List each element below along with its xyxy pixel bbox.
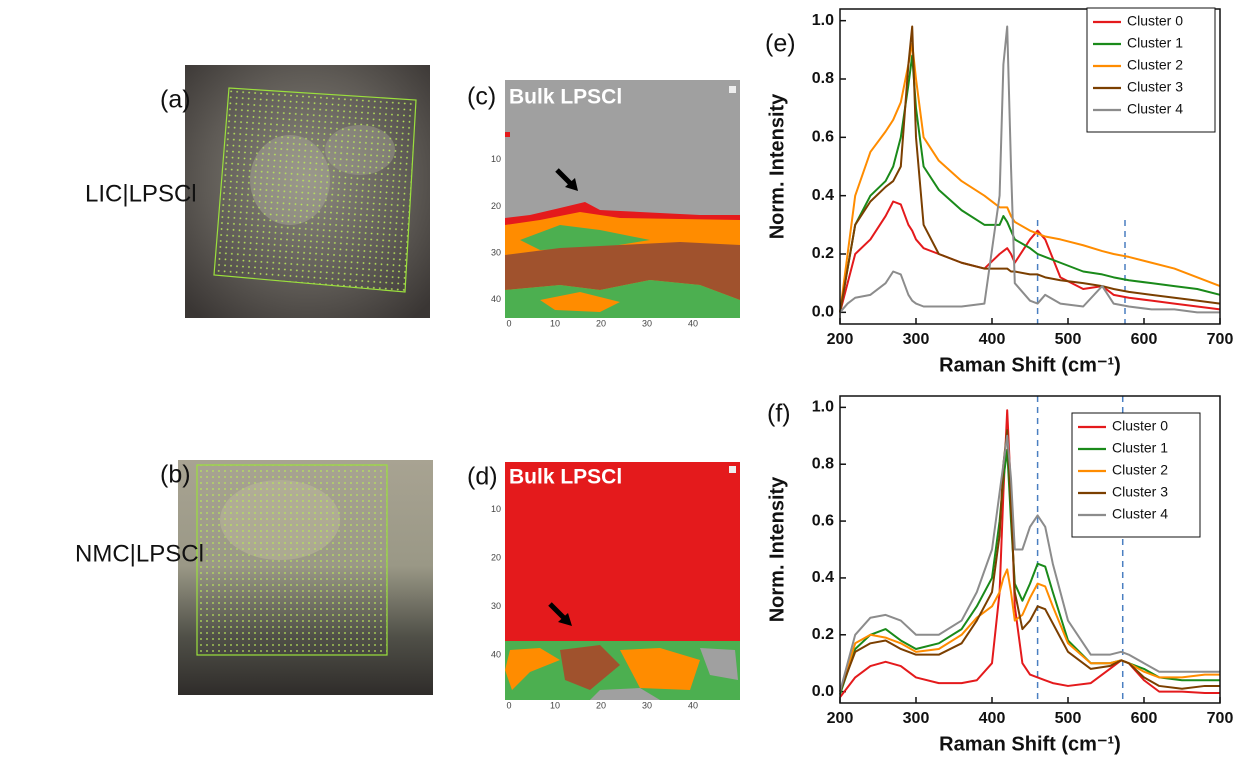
series-line — [839, 54, 1221, 313]
y-tick-label: 0.0 — [812, 683, 834, 700]
x-tick-label: 300 — [903, 710, 930, 727]
y-axis-title: Norm. Intensity — [766, 93, 788, 239]
y-tick-label: 0.6 — [812, 512, 834, 529]
sample-name: LIC|LPSCl — [85, 180, 197, 207]
map-x-tick-label: 20 — [596, 318, 606, 328]
x-tick-label: 400 — [979, 710, 1006, 727]
legend-label: Cluster 4 — [1112, 506, 1168, 522]
legend-label: Cluster 3 — [1127, 79, 1183, 95]
x-tick-label: 200 — [827, 710, 854, 727]
map-y-tick-label: 30 — [491, 247, 501, 257]
series-line — [839, 43, 1221, 313]
map-title: Bulk LPSCl — [509, 86, 622, 109]
cluster-map-c — [505, 80, 740, 318]
map-x-tick-label: 40 — [688, 700, 698, 710]
panel-label: (b) — [160, 461, 191, 489]
map-x-tick-label: 30 — [642, 700, 652, 710]
map-y-tick-label: 30 — [491, 601, 501, 611]
legend-label: Cluster 4 — [1127, 101, 1183, 117]
series-line — [839, 434, 1220, 692]
y-tick-label: 0.8 — [812, 70, 834, 87]
legend-box — [1086, 7, 1216, 133]
plot-frame — [839, 395, 1221, 704]
panel-label: (e) — [765, 30, 796, 58]
cluster-map-d — [505, 462, 740, 700]
map-x-tick-label: 20 — [596, 700, 606, 710]
x-tick-label: 500 — [1055, 331, 1082, 348]
y-tick-label: 0.0 — [812, 304, 834, 321]
map-title: Bulk LPSCl — [509, 466, 622, 489]
map-x-tick-label: 10 — [550, 700, 560, 710]
micrograph-b — [178, 460, 433, 695]
sample-name: NMC|LPSCl — [75, 540, 204, 567]
x-tick-label: 600 — [1131, 331, 1158, 348]
y-tick-label: 0.8 — [812, 455, 834, 472]
legend-label: Cluster 0 — [1112, 418, 1168, 434]
map-x-tick-label: 10 — [550, 318, 560, 328]
map-y-tick-label: 10 — [491, 504, 501, 514]
panel-label: (c) — [467, 83, 496, 111]
legend-label: Cluster 2 — [1127, 57, 1183, 73]
series-line — [839, 429, 1220, 692]
x-tick-label: 500 — [1055, 710, 1082, 727]
x-tick-label: 300 — [903, 331, 930, 348]
plot-frame — [839, 8, 1221, 325]
legend-box — [1071, 412, 1201, 538]
map-x-tick-label: 30 — [642, 318, 652, 328]
map-y-tick-label: 20 — [491, 201, 501, 211]
map-y-tick-label: 40 — [491, 294, 501, 304]
panel-label: (f) — [767, 400, 791, 428]
series-line — [839, 200, 1221, 313]
series-line — [839, 25, 1220, 314]
panel-label: (d) — [467, 463, 498, 491]
x-axis-title: Raman Shift (cm⁻¹) — [939, 354, 1121, 376]
micrograph-a — [185, 65, 430, 318]
y-tick-label: 1.0 — [812, 399, 834, 416]
legend-label: Cluster 1 — [1112, 440, 1168, 456]
x-axis-title: Raman Shift (cm⁻¹) — [939, 733, 1121, 755]
map-y-tick-label: 20 — [491, 552, 501, 562]
x-tick-label: 600 — [1131, 710, 1158, 727]
map-x-tick-label: 40 — [688, 318, 698, 328]
x-tick-label: 400 — [979, 331, 1006, 348]
legend-label: Cluster 0 — [1127, 13, 1183, 29]
y-axis-title: Norm. Intensity — [766, 476, 788, 622]
x-tick-label: 700 — [1207, 710, 1234, 727]
y-tick-label: 0.4 — [812, 187, 834, 204]
y-tick-label: 1.0 — [812, 12, 834, 29]
legend-label: Cluster 1 — [1127, 35, 1183, 51]
y-tick-label: 0.4 — [812, 569, 834, 586]
legend-label: Cluster 3 — [1112, 484, 1168, 500]
map-x-tick-label: 0 — [506, 318, 511, 328]
legend-label: Cluster 2 — [1112, 462, 1168, 478]
series-line — [839, 25, 1221, 313]
x-tick-label: 200 — [827, 331, 854, 348]
map-y-tick-label: 40 — [491, 649, 501, 659]
x-tick-label: 700 — [1207, 331, 1234, 348]
map-y-tick-label: 10 — [491, 154, 501, 164]
map-x-tick-label: 0 — [506, 700, 511, 710]
y-tick-label: 0.2 — [812, 245, 834, 262]
y-tick-label: 0.6 — [812, 129, 834, 146]
panel-label: (a) — [160, 86, 191, 114]
y-tick-label: 0.2 — [812, 626, 834, 643]
